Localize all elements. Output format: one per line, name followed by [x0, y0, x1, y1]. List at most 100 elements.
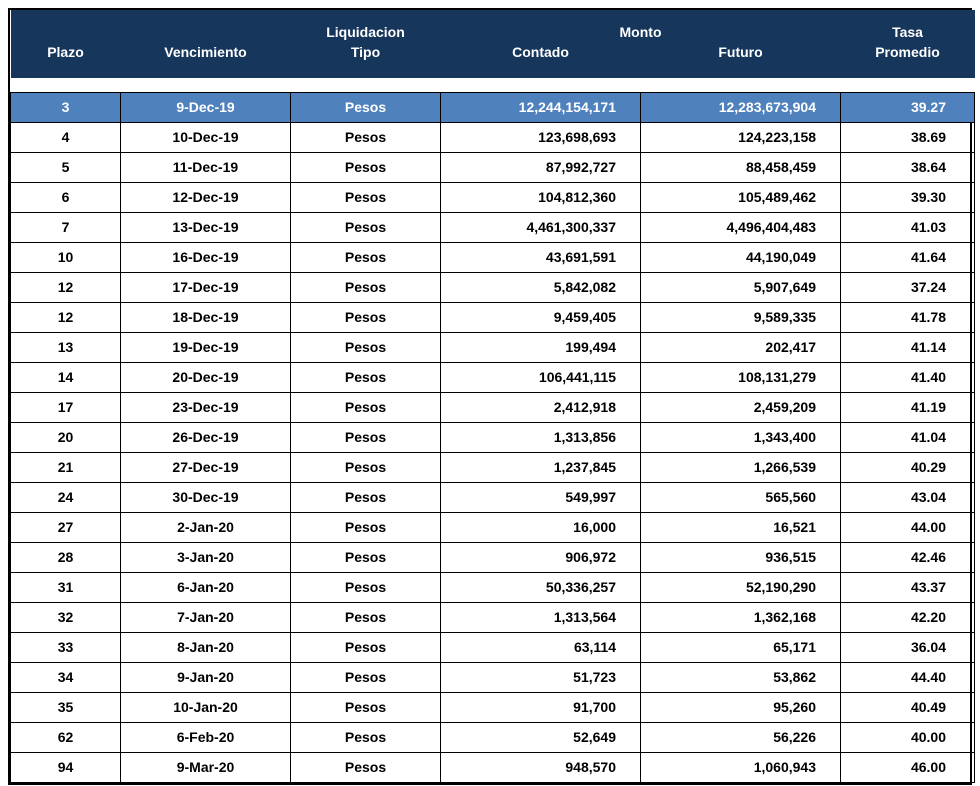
cell-tipo: Pesos — [291, 302, 441, 332]
cell-vencimiento: 2-Jan-20 — [121, 512, 291, 542]
table-row: 511-Dec-19Pesos87,992,72788,458,45938.64 — [11, 152, 975, 182]
cell-plazo: 31 — [11, 572, 121, 602]
header-promedio: Promedio — [841, 42, 975, 78]
cell-plazo: 21 — [11, 452, 121, 482]
header-vencimiento: Vencimiento — [121, 42, 291, 78]
cell-contado: 549,997 — [441, 482, 641, 512]
table-row: 338-Jan-20Pesos63,11465,17136.04 — [11, 632, 975, 662]
cell-contado: 52,649 — [441, 722, 641, 752]
cell-vencimiento: 13-Dec-19 — [121, 212, 291, 242]
cell-plazo: 4 — [11, 122, 121, 152]
cell-tasa: 41.03 — [841, 212, 975, 242]
cell-plazo: 17 — [11, 392, 121, 422]
cell-vencimiento: 6-Feb-20 — [121, 722, 291, 752]
cell-vencimiento: 12-Dec-19 — [121, 182, 291, 212]
cell-tipo: Pesos — [291, 212, 441, 242]
table-row: 1420-Dec-19Pesos106,441,115108,131,27941… — [11, 362, 975, 392]
table-row: 39-Dec-19Pesos12,244,154,17112,283,673,9… — [11, 92, 975, 122]
cell-tasa: 40.49 — [841, 692, 975, 722]
cell-plazo: 6 — [11, 182, 121, 212]
table-row: 327-Jan-20Pesos1,313,5641,362,16842.20 — [11, 602, 975, 632]
table-row: 272-Jan-20Pesos16,00016,52144.00 — [11, 512, 975, 542]
cell-contado: 87,992,727 — [441, 152, 641, 182]
cell-tipo: Pesos — [291, 632, 441, 662]
cell-tipo: Pesos — [291, 662, 441, 692]
cell-tasa: 44.40 — [841, 662, 975, 692]
table-row: 626-Feb-20Pesos52,64956,22640.00 — [11, 722, 975, 752]
cell-vencimiento: 16-Dec-19 — [121, 242, 291, 272]
cell-tipo: Pesos — [291, 692, 441, 722]
cell-vencimiento: 26-Dec-19 — [121, 422, 291, 452]
cell-futuro: 4,496,404,483 — [641, 212, 841, 242]
cell-futuro: 65,171 — [641, 632, 841, 662]
cell-futuro: 52,190,290 — [641, 572, 841, 602]
table-row: 2430-Dec-19Pesos549,997565,56043.04 — [11, 482, 975, 512]
cell-contado: 199,494 — [441, 332, 641, 362]
header-tasa-group: Tasa — [841, 10, 975, 42]
cell-vencimiento: 9-Jan-20 — [121, 662, 291, 692]
cell-contado: 50,336,257 — [441, 572, 641, 602]
cell-plazo: 94 — [11, 752, 121, 782]
cell-tipo: Pesos — [291, 92, 441, 122]
cell-tipo: Pesos — [291, 182, 441, 212]
cell-tasa: 40.00 — [841, 722, 975, 752]
cell-vencimiento: 23-Dec-19 — [121, 392, 291, 422]
separator-row — [11, 78, 975, 92]
cell-futuro: 2,459,209 — [641, 392, 841, 422]
cell-tipo: Pesos — [291, 272, 441, 302]
header-plazo: Plazo — [11, 42, 121, 78]
table-row: 283-Jan-20Pesos906,972936,51542.46 — [11, 542, 975, 572]
cell-tipo: Pesos — [291, 242, 441, 272]
cell-tasa: 37.24 — [841, 272, 975, 302]
cell-vencimiento: 9-Dec-19 — [121, 92, 291, 122]
cell-contado: 5,842,082 — [441, 272, 641, 302]
table-body: 39-Dec-19Pesos12,244,154,17112,283,673,9… — [11, 78, 975, 782]
cell-vencimiento: 6-Jan-20 — [121, 572, 291, 602]
table-row: 3510-Jan-20Pesos91,70095,26040.49 — [11, 692, 975, 722]
cell-tipo: Pesos — [291, 752, 441, 782]
table-row: 1723-Dec-19Pesos2,412,9182,459,20941.19 — [11, 392, 975, 422]
cell-futuro: 56,226 — [641, 722, 841, 752]
cell-tasa: 41.78 — [841, 302, 975, 332]
cell-futuro: 95,260 — [641, 692, 841, 722]
cell-plazo: 24 — [11, 482, 121, 512]
cell-vencimiento: 27-Dec-19 — [121, 452, 291, 482]
cell-plazo: 32 — [11, 602, 121, 632]
cell-tipo: Pesos — [291, 392, 441, 422]
cell-contado: 43,691,591 — [441, 242, 641, 272]
cell-futuro: 565,560 — [641, 482, 841, 512]
cell-futuro: 105,489,462 — [641, 182, 841, 212]
cell-futuro: 936,515 — [641, 542, 841, 572]
header-vencimiento-top — [121, 10, 291, 42]
cell-tipo: Pesos — [291, 722, 441, 752]
cell-contado: 51,723 — [441, 662, 641, 692]
cell-tipo: Pesos — [291, 422, 441, 452]
cell-contado: 123,698,693 — [441, 122, 641, 152]
header-monto-group: Monto — [441, 10, 841, 42]
table-row: 1218-Dec-19Pesos9,459,4059,589,33541.78 — [11, 302, 975, 332]
table-row: 713-Dec-19Pesos4,461,300,3374,496,404,48… — [11, 212, 975, 242]
table-row: 1319-Dec-19Pesos199,494202,41741.14 — [11, 332, 975, 362]
cell-contado: 16,000 — [441, 512, 641, 542]
cell-tasa: 38.64 — [841, 152, 975, 182]
cell-plazo: 27 — [11, 512, 121, 542]
cell-tasa: 43.04 — [841, 482, 975, 512]
cell-vencimiento: 20-Dec-19 — [121, 362, 291, 392]
cell-tipo: Pesos — [291, 602, 441, 632]
cell-futuro: 1,343,400 — [641, 422, 841, 452]
table-row: 2026-Dec-19Pesos1,313,8561,343,40041.04 — [11, 422, 975, 452]
liquidation-data-table: Liquidacion Monto Tasa Plazo Vencimiento… — [10, 10, 975, 783]
cell-plazo: 5 — [11, 152, 121, 182]
cell-tipo: Pesos — [291, 152, 441, 182]
cell-plazo: 7 — [11, 212, 121, 242]
cell-futuro: 12,283,673,904 — [641, 92, 841, 122]
cell-futuro: 44,190,049 — [641, 242, 841, 272]
liquidation-table: Liquidacion Monto Tasa Plazo Vencimiento… — [8, 8, 972, 785]
table-row: 1217-Dec-19Pesos5,842,0825,907,64937.24 — [11, 272, 975, 302]
table-row: 349-Jan-20Pesos51,72353,86244.40 — [11, 662, 975, 692]
table-header: Liquidacion Monto Tasa Plazo Vencimiento… — [11, 10, 975, 78]
cell-tasa: 38.69 — [841, 122, 975, 152]
cell-contado: 4,461,300,337 — [441, 212, 641, 242]
cell-tasa: 41.40 — [841, 362, 975, 392]
cell-plazo: 28 — [11, 542, 121, 572]
